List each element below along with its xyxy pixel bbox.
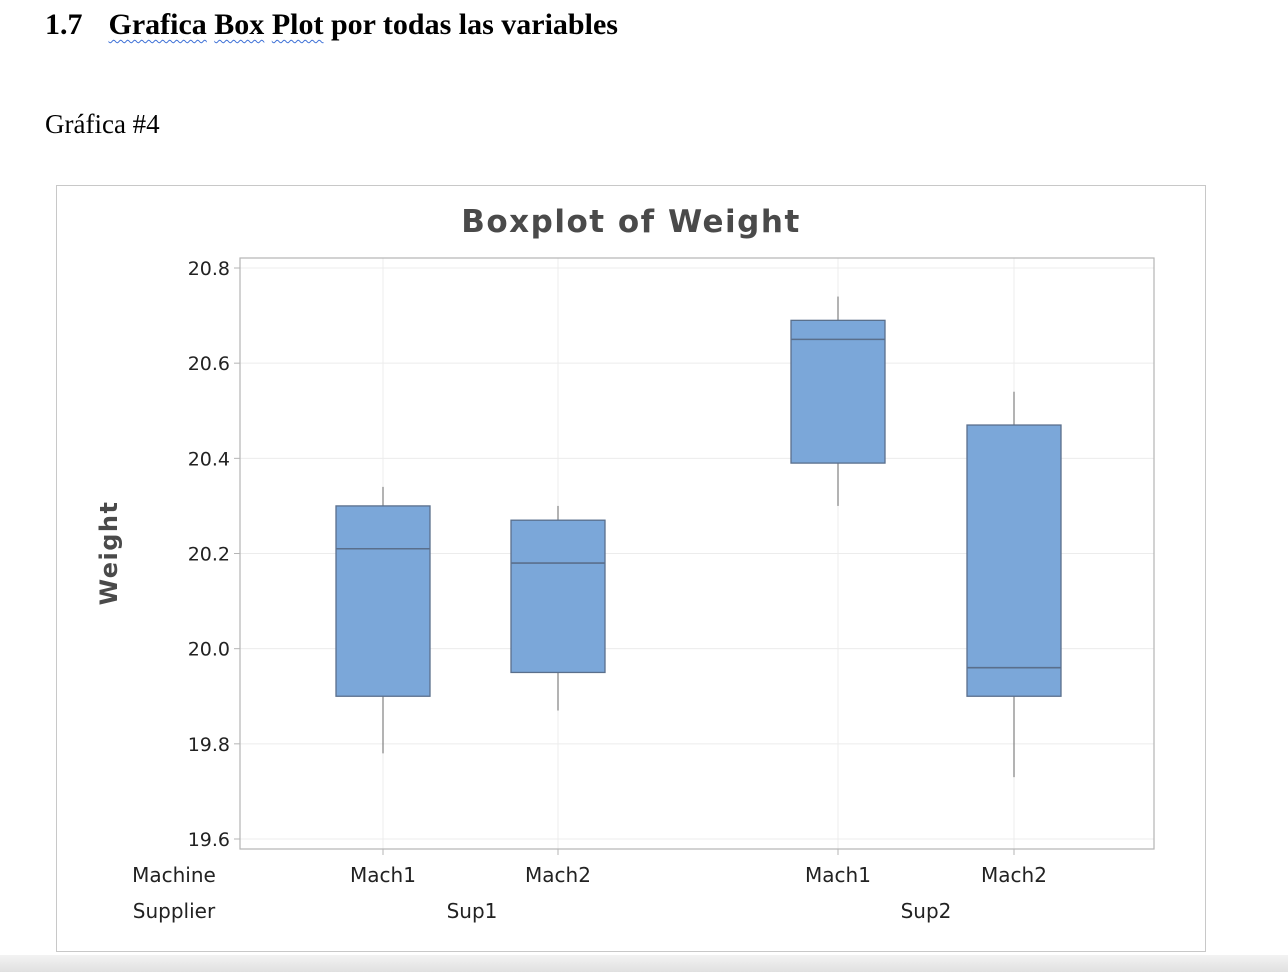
y-tick-label: 20.0: [188, 639, 230, 661]
heading-word-grafica: Grafica: [108, 8, 207, 41]
y-tick-label: 19.6: [188, 829, 230, 851]
y-tick-label: 19.8: [188, 734, 230, 756]
row-label-machine: Machine: [132, 863, 216, 887]
plot-area-border: [239, 257, 1155, 850]
y-tick-label: 20.8: [188, 258, 230, 280]
x-group-label-supplier: Sup1: [447, 899, 498, 923]
x-tick-label-machine: Mach1: [805, 863, 871, 887]
heading-rest: por todas las variables: [330, 8, 618, 41]
y-axis-label: Weight: [95, 501, 123, 606]
x-tick-label-machine: Mach2: [525, 863, 591, 887]
box-iqr: [510, 519, 606, 674]
section-number: 1.7: [45, 8, 83, 41]
heading-word-box: Box: [214, 8, 265, 41]
x-group-label-supplier: Sup2: [901, 899, 952, 923]
x-tick-label-machine: Mach2: [981, 863, 1047, 887]
row-label-supplier: Supplier: [133, 899, 216, 923]
y-tick-label: 20.4: [188, 448, 230, 470]
box-iqr: [335, 505, 431, 697]
y-tick-label: 20.2: [188, 544, 230, 566]
figure-caption: Gráfica #4: [45, 109, 160, 139]
box-iqr: [790, 319, 886, 464]
heading-word-plot: Plot: [271, 8, 324, 41]
page-bottom-edge: [0, 955, 1288, 972]
box-iqr: [966, 424, 1062, 697]
section-heading: 1.7 Grafica Box Plot por todas las variab…: [45, 8, 618, 42]
chart-title: Boxplot of Weight: [461, 204, 801, 240]
y-tick-label: 20.6: [188, 353, 230, 375]
x-tick-label-machine: Mach1: [350, 863, 416, 887]
